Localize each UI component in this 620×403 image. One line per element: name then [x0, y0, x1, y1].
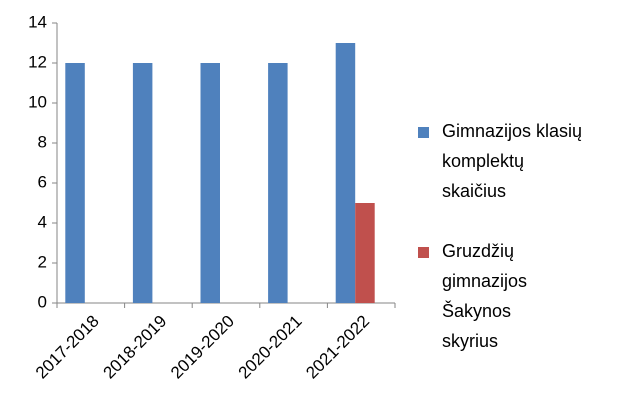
y-tick-label: 4 [38, 212, 47, 231]
legend-label: Gimnazijos klasių komplektų skaičius [442, 121, 583, 201]
x-tick-label: 2021-2022 [302, 312, 373, 383]
bar [335, 43, 356, 303]
legend-label: Gruzdžių gimnazijos Šakynos skyrius [442, 241, 528, 351]
bar [355, 203, 375, 303]
legend-swatch [418, 127, 429, 138]
legend-item: Gimnazijos klasių komplektų skaičius [418, 116, 608, 206]
y-tick-label: 6 [38, 172, 47, 191]
y-tick-label: 2 [38, 252, 47, 271]
bar [132, 63, 153, 303]
bar [268, 63, 288, 303]
y-tick-label: 12 [28, 52, 47, 71]
x-tick-label: 2017-2018 [32, 312, 103, 383]
x-tick-label: 2020-2021 [235, 312, 306, 383]
y-tick-label: 0 [38, 292, 47, 311]
y-tick-label: 8 [38, 132, 47, 151]
legend-item: Gruzdžių gimnazijos Šakynos skyrius [418, 236, 608, 356]
bar [200, 63, 220, 303]
x-tick-label: 2018-2019 [99, 312, 170, 383]
legend-swatch [418, 247, 429, 258]
y-tick-label: 14 [28, 12, 47, 31]
bar [65, 63, 85, 303]
x-tick-label: 2019-2020 [167, 312, 238, 383]
legend: Gimnazijos klasių komplektų skaičius Gruz… [418, 116, 608, 386]
y-tick-label: 10 [28, 92, 47, 111]
